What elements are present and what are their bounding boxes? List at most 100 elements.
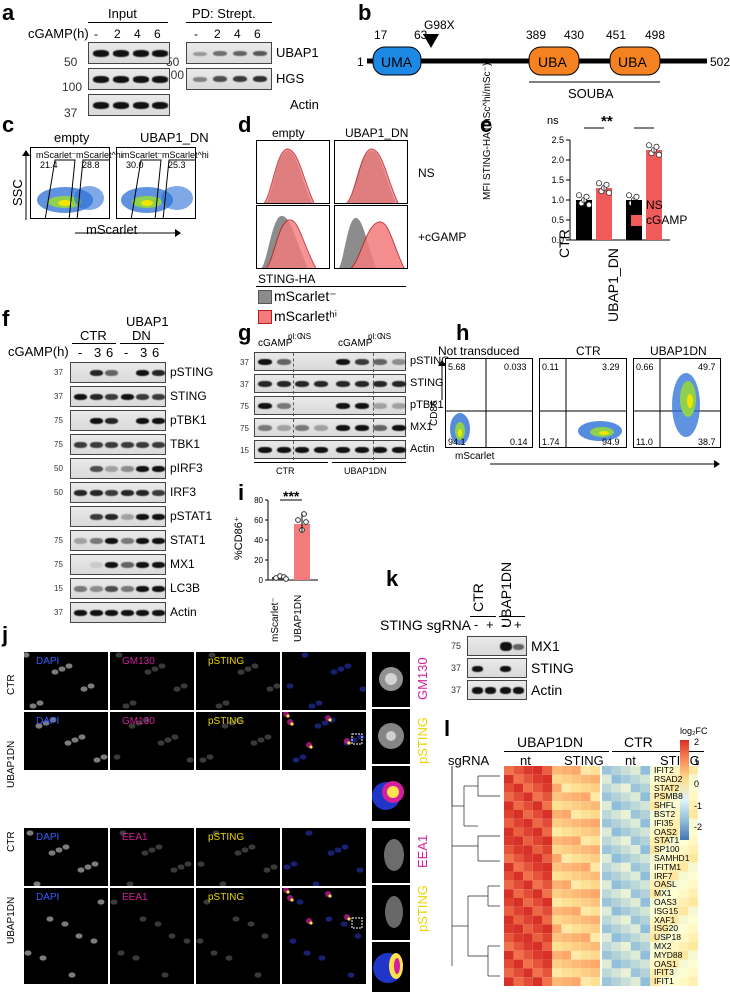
- heat-cell: [552, 977, 562, 986]
- gate-label: mScarlet⁻: [122, 150, 163, 160]
- g-top: pI:C: [368, 332, 383, 341]
- heat-cell: [602, 924, 612, 934]
- aa-pos: 498: [645, 28, 666, 42]
- heat-cell: [611, 845, 622, 854]
- heat-cell: [630, 942, 641, 951]
- heat-cell: [542, 898, 552, 907]
- heat-cell: [571, 968, 581, 978]
- heat-cell: [504, 836, 514, 846]
- heat-cell: [504, 766, 514, 775]
- micrograph: DAPI: [24, 712, 108, 770]
- heat-cell: [630, 924, 641, 934]
- heat-cell: [552, 862, 562, 872]
- e-point: [655, 151, 662, 158]
- heat-cell: [659, 810, 670, 819]
- heat-cell: [542, 783, 552, 793]
- heat-cell: [650, 898, 660, 907]
- heat-cell: [523, 818, 533, 828]
- heat-cell: [640, 774, 650, 784]
- heat-cell: [640, 818, 650, 828]
- heat-cell: [630, 854, 641, 863]
- h-plot-ctr: [539, 358, 627, 448]
- heat-cell: [523, 836, 533, 846]
- heat-cell: [650, 942, 660, 951]
- l-sub: STING: [660, 753, 700, 768]
- uba-label: UBA: [538, 54, 567, 70]
- heat-cell: [621, 898, 631, 907]
- heat-cell: [580, 933, 591, 942]
- heat-cell: [602, 933, 612, 942]
- uba-label: UBA: [618, 54, 647, 70]
- heat-cell: [580, 862, 591, 872]
- heat-cell: [561, 766, 572, 775]
- heat-cell: [688, 766, 698, 775]
- micrograph: pSTING: [196, 828, 280, 886]
- heat-cell: [688, 801, 698, 810]
- gene-label: OAS2: [654, 826, 677, 837]
- heat-cell: [688, 942, 698, 951]
- heat-cell: [650, 889, 660, 898]
- heat-cell: [504, 774, 514, 784]
- mw-marker: 37: [54, 368, 63, 377]
- heat-cell: [621, 889, 631, 898]
- heat-cell: [590, 774, 600, 784]
- blot-a-input-ubap1: [88, 42, 170, 64]
- channel-label: pSTING: [208, 656, 245, 667]
- heat-cell: [580, 774, 591, 784]
- flow-title: UBAP1_DN: [140, 130, 209, 145]
- heat-cell: [561, 968, 572, 978]
- heat-cell: [640, 889, 650, 898]
- heat-cell: [602, 968, 612, 978]
- gene-label: MYD88: [654, 949, 683, 960]
- heat-cell: [532, 766, 543, 775]
- aa-pos: 17: [374, 28, 388, 42]
- heat-cell: [590, 871, 600, 881]
- heat-cell: [650, 924, 660, 934]
- heat-cell: [630, 889, 641, 898]
- i-bar: [294, 524, 310, 580]
- heat-cell: [580, 977, 591, 986]
- e-group-label: CTR: [556, 229, 572, 258]
- heat-cell: [621, 942, 631, 951]
- heat-cell: [590, 959, 600, 969]
- f-lane: 6: [152, 345, 160, 360]
- heat-cell: [602, 889, 612, 898]
- heat-cell: [630, 827, 641, 837]
- heat-cell: [678, 854, 689, 863]
- heat-cell: [561, 924, 572, 934]
- j-side-label: pSTING: [415, 717, 430, 764]
- heat-cell: [659, 968, 670, 978]
- gate-value: 28.8: [82, 160, 100, 170]
- micrograph: GM130: [110, 712, 194, 770]
- heat-cell: [571, 766, 581, 775]
- channel-label: DAPI: [36, 716, 60, 727]
- panel-label-e: e: [480, 112, 493, 137]
- quad-val: 0.033: [504, 362, 527, 372]
- heat-cell: [590, 845, 600, 854]
- heat-cell: [513, 836, 524, 846]
- heat-cell: [640, 977, 650, 986]
- mw-marker: 37: [240, 358, 249, 367]
- gene-label: BST2: [654, 809, 676, 819]
- heat-cell: [561, 906, 572, 916]
- heat-cell: [523, 906, 533, 916]
- heat-cell: [571, 836, 581, 846]
- heat-cell: [611, 774, 622, 784]
- heat-cell: [504, 818, 514, 828]
- channel-label: EEA1: [122, 892, 148, 903]
- e-ytick: 0.0: [551, 235, 564, 245]
- heat-cell: [561, 845, 572, 854]
- legend-label-neg: mScarlet⁻: [274, 288, 337, 304]
- heat-tick: 2: [694, 737, 700, 747]
- heat-cell: [630, 801, 641, 810]
- heat-cell: [542, 845, 552, 854]
- uba-domain-1: [528, 46, 580, 76]
- heat-cell: [542, 977, 552, 986]
- heat-cell: [523, 898, 533, 907]
- heat-cell: [532, 898, 543, 907]
- l-group: CTR: [624, 734, 653, 750]
- heat-cell: [542, 766, 552, 775]
- f-blot-lc3b: [70, 578, 166, 599]
- heat-cell: [532, 880, 543, 890]
- e-point: [625, 192, 632, 199]
